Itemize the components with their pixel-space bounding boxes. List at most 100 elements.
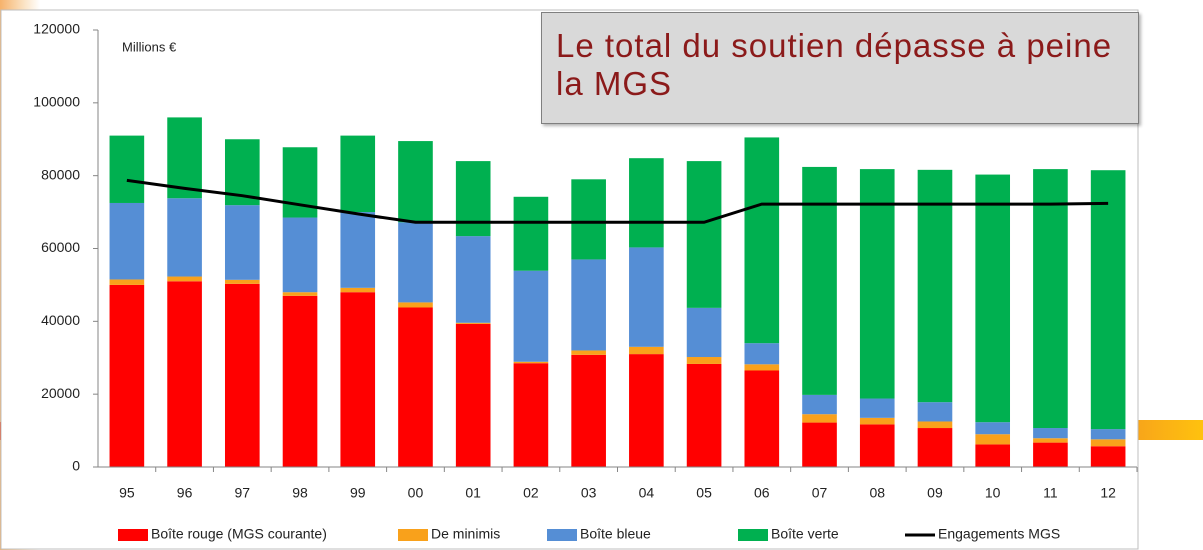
bar-segment	[1090, 170, 1126, 430]
bar-segment	[1033, 442, 1068, 467]
bar-segment	[686, 307, 722, 358]
bar-segment	[859, 169, 895, 399]
annotation: Le total du soutien dépasse à peine la M…	[541, 12, 1139, 124]
x-tick-label: 09	[927, 485, 943, 501]
decor-stripe	[1130, 420, 1203, 440]
bar-segment	[571, 259, 606, 351]
bar-segment	[224, 279, 260, 284]
bar-segment	[859, 417, 895, 425]
bar-segment	[571, 179, 606, 260]
x-tick-label: 08	[869, 485, 885, 501]
legend-label: Boîte bleue	[580, 526, 651, 542]
x-tick-label: 05	[696, 485, 712, 501]
bar-segment	[1033, 438, 1068, 443]
bar-segment	[109, 202, 145, 280]
x-tick-label: 01	[465, 485, 481, 501]
bar-segment	[455, 236, 491, 323]
unit-label: Millions €	[122, 39, 177, 54]
line-series	[126, 178, 1109, 224]
y-tick-label: 80000	[41, 166, 80, 182]
bar-segment	[629, 247, 664, 347]
y-tick-label: 100000	[33, 94, 80, 110]
bar-segment	[282, 217, 318, 293]
bar-segment	[167, 198, 202, 277]
bar-segment	[1090, 429, 1126, 440]
bar-segment	[571, 350, 606, 355]
bar-segment	[455, 322, 491, 324]
bar-segment	[513, 361, 549, 364]
y-tick-label: 40000	[41, 312, 80, 328]
bar-segment	[167, 117, 202, 199]
bar-segment	[1090, 439, 1126, 447]
bar-segment	[975, 174, 1011, 423]
y-tick-label: 120000	[33, 21, 80, 37]
legend-label: Boîte verte	[771, 526, 839, 542]
x-tick-label: 99	[350, 485, 366, 501]
bar-segment	[975, 434, 1011, 445]
bar-segment	[224, 283, 260, 467]
bar-segment	[398, 222, 433, 303]
x-tick-label: 11	[1043, 485, 1058, 501]
bar-segment	[224, 205, 260, 280]
bar-segment	[513, 363, 549, 467]
bar-segment	[513, 270, 549, 362]
bar-segment	[802, 422, 837, 467]
x-tick-label: 95	[119, 485, 135, 501]
bar-segment	[282, 295, 318, 467]
x-tick-label: 07	[812, 485, 828, 501]
bar-segment	[917, 402, 953, 422]
x-tick-label: 06	[754, 485, 770, 501]
legend-swatch	[547, 529, 577, 541]
bar-segment	[1033, 428, 1068, 439]
legend-swatch	[738, 529, 768, 541]
bar-segment	[398, 302, 433, 308]
legend-label: Boîte rouge (MGS courante)	[151, 526, 327, 542]
x-tick-label: 04	[639, 485, 655, 501]
bar-segment	[744, 343, 780, 365]
bar-segment	[571, 354, 606, 467]
bar-segment	[455, 323, 491, 467]
bar-segment	[629, 354, 664, 467]
legend-swatch	[398, 529, 428, 541]
y-tick-label: 60000	[41, 239, 80, 255]
bar-segment	[859, 398, 895, 418]
x-tick-label: 10	[985, 485, 1001, 501]
bar-segment	[744, 364, 780, 371]
bar-segment	[859, 424, 895, 467]
bar-segment	[686, 161, 722, 308]
bar-segment	[802, 166, 837, 395]
bar-segment	[455, 161, 491, 237]
bar-segment	[340, 292, 376, 467]
bar-segment	[975, 422, 1011, 435]
x-tick-label: 96	[177, 485, 193, 501]
bar-segment	[513, 196, 549, 271]
bar-segment	[340, 135, 376, 213]
x-tick-label: 00	[408, 485, 424, 501]
bar-segment	[340, 212, 376, 288]
bar-segment	[340, 287, 376, 293]
bar-segment	[917, 421, 953, 429]
bar-segment	[744, 370, 780, 467]
x-tick-label: 03	[581, 485, 597, 501]
bar-segment	[917, 169, 953, 403]
bar-segment	[398, 141, 433, 223]
bar-segment	[109, 284, 145, 467]
y-tick-label: 0	[72, 458, 80, 474]
bar-segment	[1090, 446, 1126, 467]
bar-segment	[629, 158, 664, 248]
bar-segment	[109, 135, 145, 203]
bar-segment	[109, 279, 145, 285]
x-tick-label: 12	[1100, 485, 1116, 501]
bar-segment	[686, 357, 722, 364]
x-tick-label: 97	[235, 485, 251, 501]
legend-label: Engagements MGS	[938, 526, 1060, 542]
x-tick-label: 02	[523, 485, 539, 501]
bar-segment	[686, 363, 722, 467]
bar-segment	[629, 346, 664, 355]
bar-segment	[802, 414, 837, 423]
bar-segment	[282, 292, 318, 296]
legend-swatch	[118, 529, 148, 541]
legend-label: De minimis	[431, 526, 500, 542]
bar-segment	[917, 428, 953, 467]
